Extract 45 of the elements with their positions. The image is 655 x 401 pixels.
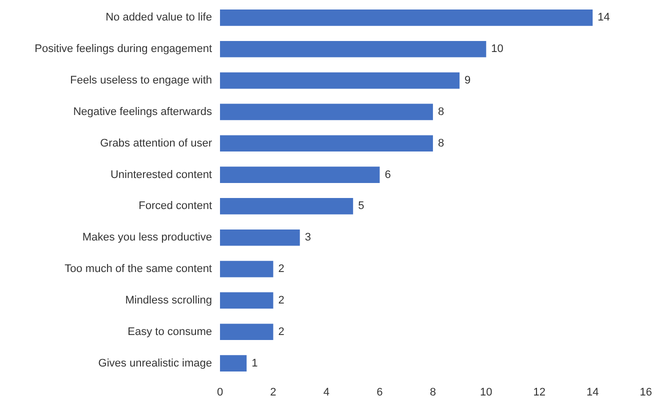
bar: [220, 10, 593, 26]
y-tick-label: Mindless scrolling: [125, 294, 212, 306]
data-label: 1: [252, 357, 258, 370]
y-tick-label: Grabs attention of user: [100, 137, 212, 150]
bar: [220, 229, 300, 246]
bar: [220, 72, 460, 89]
data-label: 10: [491, 43, 504, 56]
bar: [220, 324, 274, 340]
x-tick-label: 12: [533, 386, 546, 398]
x-tick-label: 10: [480, 386, 492, 398]
data-label: 2: [278, 263, 284, 276]
x-tick-label: 6: [376, 386, 383, 398]
x-tick-label: 0: [216, 386, 224, 398]
y-tick-label: Feels useless to engage with: [70, 74, 212, 87]
bar: [220, 166, 380, 183]
x-tick-label: 16: [640, 386, 652, 398]
bar: [220, 292, 274, 309]
y-tick-label: Positive feelings during engagement: [34, 43, 212, 56]
bar: [220, 104, 433, 120]
y-tick-label: No added value to life: [106, 12, 212, 24]
y-tick-label: Makes you less productive: [82, 232, 212, 244]
bar: [220, 355, 247, 372]
data-label: 6: [384, 168, 391, 181]
y-tick-label: Easy to consume: [128, 326, 212, 338]
data-label: 3: [304, 232, 311, 244]
x-tick-label: 4: [323, 386, 330, 398]
y-tick-label: Forced content: [138, 200, 212, 212]
data-label: 2: [278, 326, 284, 338]
data-label: 14: [598, 12, 610, 24]
data-label: 8: [438, 137, 444, 150]
bar: [220, 135, 433, 152]
y-tick-label: Too much of the same content: [64, 263, 212, 276]
y-tick-label: Negative feelings afterwards: [73, 106, 212, 118]
bar: [220, 198, 354, 214]
data-label: 2: [278, 294, 284, 306]
data-label: 8: [438, 106, 444, 118]
x-tick-label: 8: [430, 386, 436, 398]
bar: [220, 260, 274, 278]
bar: [220, 40, 486, 58]
data-label: 5: [358, 200, 364, 212]
x-tick-label: 2: [270, 386, 276, 398]
data-label: 9: [464, 74, 471, 87]
y-tick-label: Gives unrealistic image: [98, 357, 212, 370]
x-tick-label: 14: [586, 386, 599, 398]
y-tick-label: Uninterested content: [110, 168, 212, 181]
